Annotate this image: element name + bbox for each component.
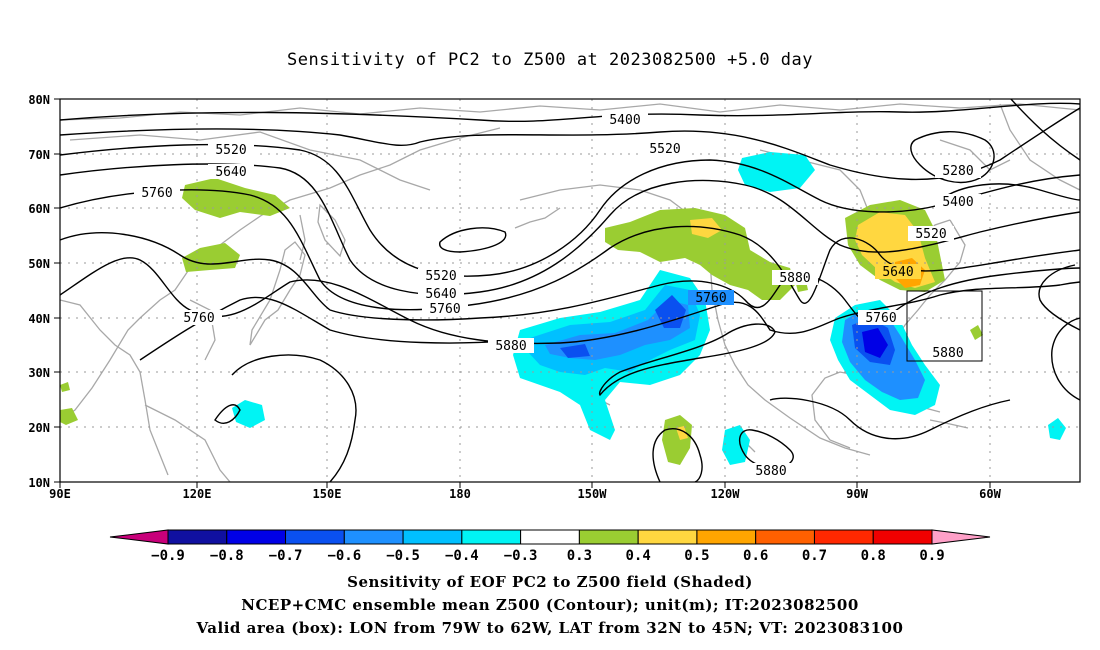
contour-label: 5760 bbox=[183, 311, 214, 326]
contour-label: 5640 bbox=[215, 165, 246, 180]
contour-label: 5880 bbox=[495, 339, 526, 354]
colorbar-tick-label: −0.5 bbox=[386, 548, 420, 564]
colorbar bbox=[109, 529, 991, 545]
lat-label: 70N bbox=[28, 148, 50, 162]
contour-label: 5520 bbox=[915, 227, 946, 242]
colorbar-ticks: −0.9 −0.8 −0.7 −0.6 −0.5 −0.4 −0.3 0.3 0.4 0.5 0.6… bbox=[151, 548, 945, 564]
caption-line-3: Valid area (box): LON from 79W to 62W, L… bbox=[196, 619, 904, 637]
colorbar-swatch bbox=[461, 529, 522, 545]
lat-label: 10N bbox=[28, 476, 50, 490]
colorbar-swatch bbox=[696, 529, 757, 545]
colorbar-tick-label: 0.6 bbox=[743, 548, 768, 564]
colorbar-tick-label: −0.9 bbox=[151, 548, 185, 564]
sensitivity-shading bbox=[60, 152, 1066, 465]
colorbar-swatch bbox=[520, 529, 580, 545]
lon-label: 120E bbox=[183, 487, 212, 501]
colorbar-tick-label: 0.3 bbox=[567, 548, 592, 564]
contour-label: 5520 bbox=[425, 269, 456, 284]
lat-label: 20N bbox=[28, 421, 50, 435]
contour-label-group: 5400 5520 5640 5760 5280 5400 5520 5640 … bbox=[134, 112, 981, 479]
contour-label: 5760 bbox=[695, 291, 726, 306]
colorbar-tick-label: 0.5 bbox=[684, 548, 709, 564]
contour-label: 5400 bbox=[609, 113, 640, 128]
colorbar-swatch bbox=[343, 529, 404, 545]
lat-label: 50N bbox=[28, 257, 50, 271]
colorbar-swatch bbox=[167, 529, 228, 545]
caption-line-1: Sensitivity of EOF PC2 to Z500 field (Sh… bbox=[347, 573, 753, 591]
lat-label: 80N bbox=[28, 93, 50, 107]
colorbar-tick-label: −0.7 bbox=[269, 548, 303, 564]
colorbar-swatch bbox=[226, 529, 287, 545]
colorbar-swatch bbox=[285, 529, 345, 545]
contour-label: 5760 bbox=[141, 186, 172, 201]
map-title: Sensitivity of PC2 to Z500 at 2023082500… bbox=[286, 50, 813, 70]
contour-label: 5400 bbox=[942, 195, 973, 210]
valid-area-box bbox=[906, 290, 983, 362]
map-frame bbox=[59, 98, 1081, 483]
colorbar-swatch bbox=[637, 529, 698, 545]
colorbar-tick-label: 0.9 bbox=[919, 548, 944, 564]
colorbar-tick-label: 0.4 bbox=[626, 548, 651, 564]
contour-label: 5760 bbox=[865, 311, 896, 326]
contour-label: 5880 bbox=[932, 346, 963, 361]
height-contours bbox=[60, 99, 1080, 482]
lat-label: 40N bbox=[28, 312, 50, 326]
colorbar-arrow-right bbox=[931, 529, 991, 545]
colorbar-tick-label: −0.4 bbox=[445, 548, 479, 564]
lon-label: 180 bbox=[449, 487, 471, 501]
colorbar-swatch bbox=[872, 529, 933, 545]
contour-label: 5880 bbox=[755, 464, 786, 479]
colorbar-tick-label: 0.8 bbox=[861, 548, 886, 564]
lon-label: 120W bbox=[711, 487, 741, 501]
colorbar-tick-label: −0.6 bbox=[327, 548, 361, 564]
lon-label: 90W bbox=[846, 487, 868, 501]
colorbar-arrow-left bbox=[109, 529, 169, 545]
contour-label: 5760 bbox=[429, 302, 460, 317]
contour-label: 5520 bbox=[215, 143, 246, 158]
caption-line-2: NCEP+CMC ensemble mean Z500 (Contour); u… bbox=[241, 596, 859, 614]
lat-label: 30N bbox=[28, 366, 50, 380]
lat-label: 60N bbox=[28, 202, 50, 216]
contour-label: 5280 bbox=[942, 164, 973, 179]
contour-label: 5520 bbox=[649, 142, 680, 157]
colorbar-tick-label: −0.3 bbox=[504, 548, 538, 564]
lon-label: 150E bbox=[313, 487, 342, 501]
contour-label: 5640 bbox=[425, 287, 456, 302]
colorbar-tick-label: −0.8 bbox=[210, 548, 244, 564]
contour-label: 5640 bbox=[882, 265, 913, 280]
contour-label: 5880 bbox=[779, 271, 810, 286]
colorbar-swatch bbox=[402, 529, 463, 545]
lon-label: 150W bbox=[578, 487, 608, 501]
colorbar-swatch bbox=[813, 529, 874, 545]
colorbar-tick-label: 0.7 bbox=[802, 548, 827, 564]
colorbar-swatch bbox=[755, 529, 815, 545]
colorbar-swatch bbox=[578, 529, 639, 545]
lon-label: 60W bbox=[979, 487, 1001, 501]
lon-label: 90E bbox=[49, 487, 71, 501]
